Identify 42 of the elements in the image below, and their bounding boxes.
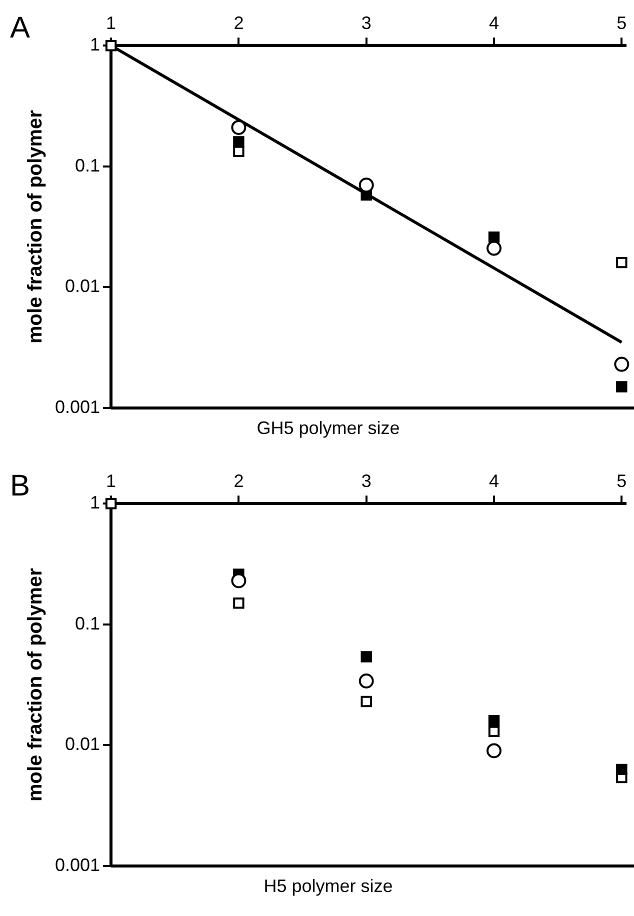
point — [358, 178, 374, 193]
x-tick-label: 4 — [489, 12, 500, 33]
point — [488, 231, 500, 243]
point — [616, 256, 628, 268]
point — [486, 240, 502, 256]
x-tick-label: 3 — [361, 470, 372, 491]
point — [231, 573, 246, 588]
x-tick-label: 2 — [234, 12, 244, 33]
chart-title: B — [10, 469, 30, 502]
point — [616, 764, 628, 776]
y-tick-label: 0.01 — [64, 734, 100, 754]
point — [233, 598, 244, 609]
y-tick-label: 0.001 — [54, 854, 100, 875]
point — [231, 120, 246, 135]
x-tick-label: 3 — [361, 12, 372, 33]
point — [233, 136, 244, 148]
point — [360, 651, 372, 662]
chart-title: A — [10, 11, 30, 44]
y-axis-title: mole fraction of polymer — [24, 568, 47, 802]
point — [614, 356, 630, 372]
point — [358, 674, 374, 688]
y-tick-label: 1 — [90, 34, 100, 55]
y-tick-label: 0.01 — [64, 276, 100, 296]
x-tick-label: 1 — [106, 470, 116, 491]
x-tick-label: 1 — [106, 12, 116, 33]
y-axis-title: mole fraction of polymer — [24, 110, 47, 344]
x-tick-label: 4 — [489, 470, 500, 491]
y-tick-label: 0.001 — [54, 396, 100, 417]
point — [616, 381, 628, 392]
x-tick-label: 5 — [616, 12, 627, 33]
x-axis-title: GH5 polymer size — [256, 418, 400, 438]
x-axis-title: H5 polymer size — [264, 876, 393, 896]
point — [360, 696, 372, 708]
point — [488, 714, 500, 726]
point — [233, 146, 244, 158]
x-tick-label: 2 — [234, 470, 244, 491]
x-tick-label: 5 — [616, 470, 627, 491]
y-tick-label: 1 — [90, 492, 100, 513]
y-tick-label: 0.1 — [75, 613, 100, 634]
y-tick-label: 0.1 — [75, 155, 100, 176]
point — [488, 726, 500, 738]
point — [486, 743, 502, 758]
